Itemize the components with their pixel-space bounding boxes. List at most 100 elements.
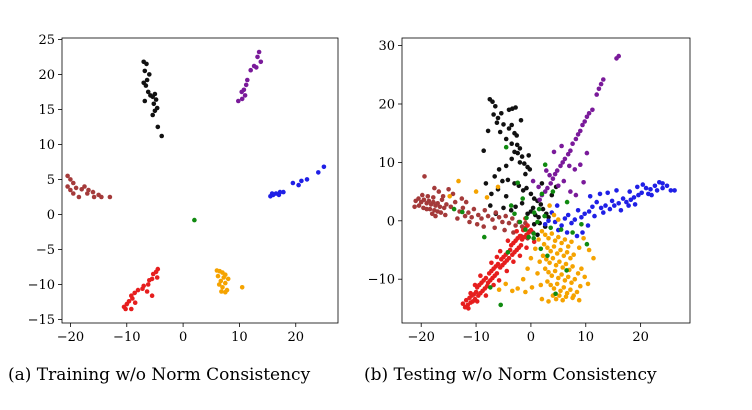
point-blue-33 [546, 218, 551, 224]
point-black-29 [503, 163, 509, 169]
point-orange-73 [496, 287, 502, 293]
point-brown-44 [503, 213, 509, 219]
point-brown-54 [463, 199, 469, 205]
y-tick-label: 20 [378, 97, 395, 112]
point-red-9 [135, 287, 141, 293]
point-brown-23 [448, 204, 454, 210]
point-green-8 [545, 253, 550, 259]
point-orange-53 [560, 297, 565, 303]
point-blue-55 [564, 230, 570, 235]
point-green-7 [550, 189, 556, 194]
point-black-6 [506, 126, 512, 131]
point-brown-24 [452, 199, 458, 205]
point-orange-40 [545, 279, 550, 284]
point-red-57 [525, 223, 530, 228]
point-blue-36 [654, 188, 660, 193]
point-orange-30 [542, 266, 548, 272]
point-blue-21 [586, 209, 592, 214]
point-red-62 [496, 278, 502, 283]
point-red-69 [489, 260, 494, 266]
y-tick-label: 15 [38, 103, 55, 118]
point-black-13 [499, 111, 504, 116]
point-orange-33 [552, 268, 558, 274]
point-orange-14 [239, 285, 245, 290]
point-purple-6 [243, 82, 249, 88]
point-brown-2 [71, 180, 76, 186]
point-blue-11 [628, 197, 634, 203]
point-purple-21 [552, 171, 558, 177]
y-tick-label: 0 [47, 208, 55, 223]
point-red-20 [132, 300, 138, 306]
point-brown-27 [412, 204, 417, 210]
point-red-67 [531, 239, 537, 245]
point-blue-6 [281, 189, 286, 195]
point-purple-8 [584, 114, 590, 120]
point-brown-47 [513, 223, 518, 228]
point-blue-56 [554, 203, 560, 208]
point-brown-15 [76, 194, 82, 200]
point-purple-3 [598, 81, 604, 87]
point-orange-39 [572, 276, 578, 282]
point-purple-30 [578, 162, 583, 167]
y-tick-label: 25 [38, 33, 55, 48]
point-orange-11 [545, 245, 550, 250]
point-black-7 [509, 122, 514, 128]
point-orange-72 [503, 281, 509, 287]
point-orange-47 [568, 287, 573, 293]
point-orange-35 [559, 272, 564, 277]
point-orange-61 [533, 246, 538, 252]
point-brown-53 [459, 196, 465, 201]
point-brown-34 [469, 215, 475, 220]
point-blue-23 [579, 215, 584, 220]
point-purple-1 [614, 56, 619, 61]
point-orange-42 [551, 286, 557, 291]
point-black-64 [513, 204, 518, 210]
point-purple-12 [245, 77, 250, 83]
point-black-3 [147, 72, 152, 77]
point-purple-42 [581, 180, 586, 185]
point-brown-10 [91, 194, 97, 200]
point-brown-4 [73, 185, 79, 191]
x-tick-label: −20 [407, 330, 434, 345]
caption-training: (a) Training w/o Norm Consistency [8, 365, 311, 385]
point-blue-39 [635, 184, 640, 190]
point-purple-19 [558, 163, 563, 169]
point-black-3 [491, 112, 496, 117]
point-blue-34 [542, 222, 548, 227]
x-tick-label: −10 [462, 330, 489, 345]
point-black-11 [513, 105, 518, 110]
point-brown-61 [502, 227, 507, 233]
point-orange-62 [537, 259, 542, 265]
y-tick-label: −5 [36, 243, 55, 258]
y-tick-label: −10 [28, 278, 55, 293]
point-black-6 [143, 83, 149, 88]
point-black-32 [500, 178, 505, 184]
point-purple-4 [596, 86, 602, 92]
point-black-16 [503, 136, 509, 142]
point-green-6 [542, 213, 547, 219]
point-red-18 [144, 289, 150, 294]
point-orange-5 [556, 234, 561, 240]
point-green-15 [520, 196, 525, 201]
point-purple-9 [582, 119, 587, 124]
point-red-5 [147, 278, 152, 283]
point-purple-40 [536, 184, 541, 190]
point-blue-27 [565, 212, 571, 218]
point-red-15 [129, 306, 134, 312]
point-purple-28 [567, 163, 572, 169]
point-orange-51 [553, 296, 559, 302]
point-black-15 [152, 108, 158, 114]
y-tick-label: 10 [378, 156, 395, 171]
point-purple-13 [573, 136, 579, 142]
point-orange-88 [570, 295, 575, 301]
point-purple-34 [547, 172, 552, 178]
point-orange-26 [560, 265, 565, 270]
point-orange-7 [562, 237, 568, 242]
point-black-63 [519, 201, 525, 206]
point-green-20 [488, 285, 493, 290]
point-purple-41 [530, 178, 536, 184]
point-orange-58 [585, 281, 591, 287]
point-orange-23 [550, 255, 556, 261]
point-orange-5 [221, 275, 226, 280]
